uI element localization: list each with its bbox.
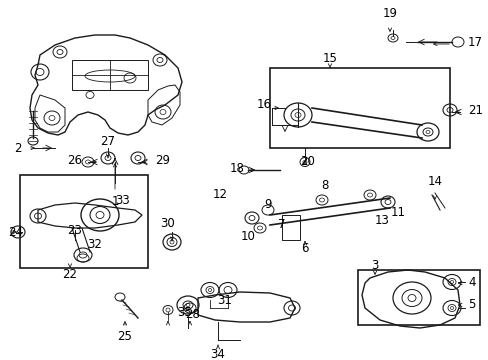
Text: 19: 19: [382, 7, 397, 20]
Bar: [20, 175, 148, 268]
Text: 2: 2: [15, 141, 22, 154]
Text: 26: 26: [67, 153, 82, 166]
Text: 7: 7: [278, 218, 285, 231]
Text: 29: 29: [155, 153, 170, 166]
Text: 14: 14: [427, 175, 442, 188]
Text: 20: 20: [300, 155, 315, 168]
Text: 25: 25: [117, 330, 132, 343]
Bar: [357, 270, 479, 325]
Text: 18: 18: [230, 162, 244, 175]
Text: 11: 11: [390, 207, 405, 220]
Text: 15: 15: [322, 52, 337, 65]
Text: 3: 3: [370, 259, 378, 272]
Text: 13: 13: [374, 213, 388, 226]
Text: 35: 35: [177, 306, 192, 319]
Text: 17: 17: [467, 36, 482, 49]
Text: 28: 28: [185, 309, 200, 321]
Text: 8: 8: [321, 179, 328, 192]
Text: 21: 21: [467, 104, 482, 117]
Text: 16: 16: [257, 99, 271, 112]
Text: 24: 24: [8, 225, 23, 238]
Bar: [269, 68, 449, 148]
Text: 6: 6: [301, 242, 308, 255]
Text: 23: 23: [67, 224, 82, 237]
Text: 32: 32: [87, 238, 102, 252]
Text: 34: 34: [210, 348, 225, 360]
Text: 12: 12: [213, 189, 227, 202]
Text: 31: 31: [217, 293, 232, 306]
Text: 22: 22: [62, 268, 77, 281]
Text: 4: 4: [467, 276, 474, 289]
Text: 10: 10: [240, 230, 255, 243]
Text: 27: 27: [101, 135, 115, 148]
Text: 5: 5: [467, 298, 474, 311]
Text: 9: 9: [264, 198, 271, 211]
Text: 33: 33: [115, 194, 129, 207]
Text: 1: 1: [111, 195, 119, 208]
Text: 30: 30: [160, 217, 175, 230]
